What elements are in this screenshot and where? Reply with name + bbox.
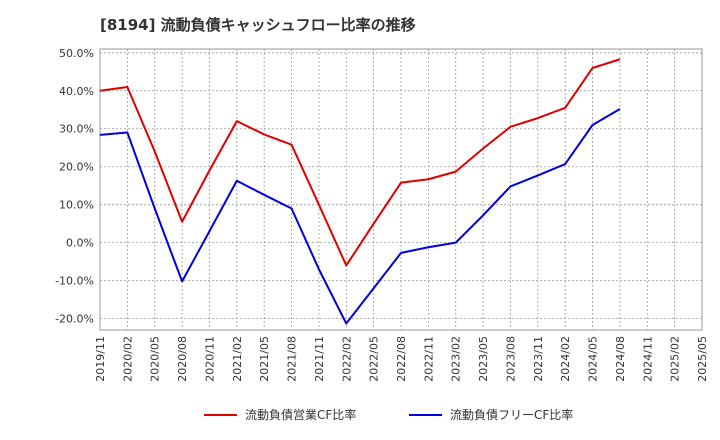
x-tick-label: 2025/05 bbox=[696, 336, 709, 382]
grid bbox=[99, 49, 703, 330]
legend-label-1: 流動負債営業CF比率 bbox=[245, 407, 356, 422]
x-tick-label: 2024/02 bbox=[559, 336, 572, 382]
series-lines bbox=[99, 58, 621, 325]
x-tick-label: 2022/02 bbox=[340, 336, 353, 382]
y-tick-label: 20.0% bbox=[59, 161, 94, 174]
x-tick-label: 2024/11 bbox=[641, 336, 654, 382]
x-tick-label: 2023/11 bbox=[532, 336, 545, 382]
x-axis: 2019/11 2020/02 2020/05 2020/08 2020/11 2021/… bbox=[94, 336, 709, 382]
x-tick-label: 2023/02 bbox=[450, 336, 463, 382]
y-tick-label: 0.0% bbox=[66, 237, 94, 250]
x-tick-label: 2022/11 bbox=[422, 336, 435, 382]
x-tick-label: 2020/05 bbox=[149, 336, 162, 382]
y-tick-label: 30.0% bbox=[59, 123, 94, 136]
x-tick-label: 2021/02 bbox=[231, 336, 244, 382]
y-tick-label: 50.0% bbox=[59, 47, 94, 60]
y-tick-label: 40.0% bbox=[59, 85, 94, 98]
x-tick-label: 2025/02 bbox=[669, 336, 682, 382]
y-tick-label: 10.0% bbox=[59, 199, 94, 212]
x-tick-label: 2020/02 bbox=[121, 336, 134, 382]
x-tick-label: 2021/05 bbox=[258, 336, 271, 382]
y-tick-label: -20.0% bbox=[55, 313, 94, 326]
legend: 流動負債営業CF比率 流動負債フリーCF比率 bbox=[204, 407, 573, 422]
y-axis: -20.0% -10.0% 0.0% 10.0% 20.0% 30.0% 40.0% 50.0… bbox=[55, 47, 94, 326]
x-tick-label: 2019/11 bbox=[94, 336, 107, 382]
x-tick-label: 2020/11 bbox=[203, 336, 216, 382]
y-tick-label: -10.0% bbox=[55, 275, 94, 288]
legend-label-2: 流動負債フリーCF比率 bbox=[450, 407, 573, 422]
x-tick-label: 2023/05 bbox=[477, 336, 490, 382]
x-tick-label: 2022/05 bbox=[368, 336, 381, 382]
series-line-2 bbox=[99, 108, 621, 325]
x-tick-label: 2024/08 bbox=[614, 336, 627, 382]
x-tick-label: 2021/08 bbox=[286, 336, 299, 382]
series-line-1 bbox=[99, 58, 621, 267]
x-tick-label: 2022/08 bbox=[395, 336, 408, 382]
x-tick-label: 2023/08 bbox=[504, 336, 517, 382]
x-tick-label: 2024/05 bbox=[587, 336, 600, 382]
chart-title: [8194] 流動負債キャッシュフロー比率の推移 bbox=[100, 16, 416, 34]
x-tick-label: 2021/11 bbox=[313, 336, 326, 382]
x-tick-label: 2020/08 bbox=[176, 336, 189, 382]
